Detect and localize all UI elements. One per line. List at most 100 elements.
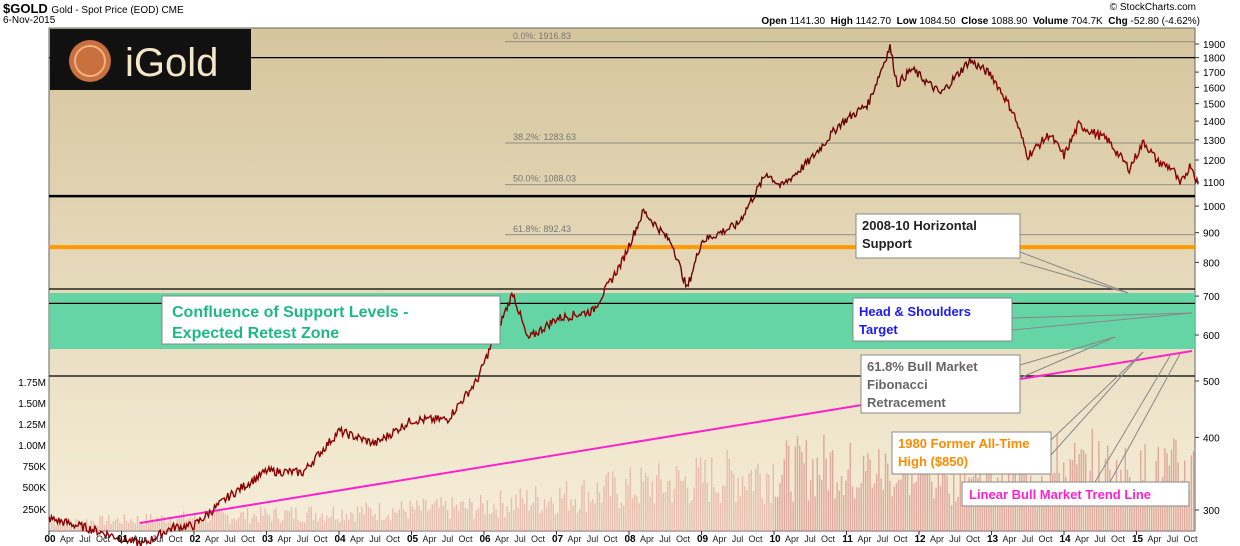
volume-bar bbox=[779, 483, 781, 531]
volume-bar bbox=[323, 521, 326, 531]
volume-bar bbox=[840, 476, 843, 531]
volume-bar bbox=[686, 487, 689, 531]
volume-bar bbox=[1010, 486, 1012, 531]
volume-bar bbox=[856, 487, 858, 531]
volume-bar bbox=[238, 517, 240, 531]
volume-bar bbox=[711, 457, 713, 531]
igold-logo: iGold bbox=[50, 29, 251, 90]
volume-bar bbox=[462, 501, 464, 531]
annotation-trend-line: Linear Bull Market Trend Line bbox=[969, 487, 1151, 502]
volume-bar bbox=[387, 514, 389, 531]
volume-bar bbox=[1043, 497, 1045, 531]
volume-bar bbox=[636, 495, 638, 531]
volume-bar bbox=[178, 515, 180, 531]
volume-bar bbox=[103, 524, 106, 531]
volume-bar bbox=[161, 515, 163, 531]
month-tick-label: Oct bbox=[1038, 534, 1053, 544]
price-tick-label: 1800 bbox=[1203, 54, 1226, 65]
month-tick-label: Jul bbox=[587, 534, 599, 544]
volume-bar bbox=[730, 469, 733, 531]
volume-bar bbox=[222, 512, 224, 531]
volume-bar bbox=[370, 508, 372, 531]
volume-bar bbox=[224, 514, 227, 531]
volume-bar bbox=[585, 512, 587, 531]
low-value: 1084.50 bbox=[919, 16, 956, 27]
volume-bar bbox=[68, 520, 70, 531]
month-tick-label: Oct bbox=[313, 534, 328, 544]
volume-bar bbox=[90, 520, 92, 531]
volume-bar bbox=[931, 481, 933, 531]
volume-bar bbox=[1047, 497, 1049, 531]
month-tick-label: Apr bbox=[1002, 534, 1016, 544]
volume-bar bbox=[506, 506, 508, 531]
month-tick-label: Jul bbox=[804, 534, 816, 544]
volume-bar bbox=[218, 510, 220, 531]
month-tick-label: Jul bbox=[877, 534, 889, 544]
volume-bar bbox=[499, 490, 502, 531]
volume-bar bbox=[165, 523, 167, 531]
volume-bar bbox=[937, 454, 939, 531]
volume-bar bbox=[99, 515, 101, 531]
volume-bar bbox=[326, 515, 328, 531]
volume-bar bbox=[453, 506, 455, 531]
volume-bar bbox=[700, 457, 702, 531]
volume-bar bbox=[282, 520, 284, 531]
volume-bar bbox=[704, 459, 706, 531]
volume-bar bbox=[1179, 488, 1181, 531]
volume-bar bbox=[803, 463, 805, 531]
volume-bar bbox=[521, 497, 524, 531]
month-tick-label: Jul bbox=[297, 534, 309, 544]
volume-bar bbox=[392, 508, 394, 531]
price-tick-label: 1700 bbox=[1203, 68, 1226, 79]
volume-bar bbox=[363, 514, 365, 531]
price-tick-label: 900 bbox=[1203, 229, 1220, 240]
volume-bar bbox=[1102, 491, 1104, 531]
volume-bar bbox=[141, 521, 143, 531]
volume-bar bbox=[488, 514, 491, 531]
volume-bar bbox=[268, 515, 271, 531]
volume-bar bbox=[781, 474, 783, 531]
volume-bar bbox=[1137, 502, 1140, 531]
volume-bar bbox=[876, 473, 878, 531]
volume-bar bbox=[1188, 489, 1190, 531]
volume-bar bbox=[592, 499, 594, 531]
volume-bar bbox=[310, 506, 312, 531]
volume-bar bbox=[902, 469, 904, 531]
volume-bar bbox=[471, 502, 473, 531]
volume-bar bbox=[198, 518, 200, 531]
volume-bar bbox=[847, 469, 849, 531]
volume-bar bbox=[1111, 495, 1113, 531]
year-tick-label: 07 bbox=[552, 534, 564, 545]
annotation-1980-high-2: High ($850) bbox=[898, 454, 968, 469]
year-tick-label: 05 bbox=[407, 534, 419, 545]
volume-bar bbox=[345, 513, 348, 531]
volume-bar bbox=[737, 477, 739, 531]
volume-bar bbox=[286, 510, 288, 531]
volume-bar bbox=[1122, 488, 1124, 531]
volume-bar bbox=[911, 442, 913, 531]
volume-bar bbox=[706, 482, 708, 531]
volume-bar bbox=[301, 521, 304, 531]
month-tick-label: Apr bbox=[495, 534, 509, 544]
month-tick-label: Jul bbox=[659, 534, 671, 544]
volume-bar bbox=[675, 466, 678, 531]
volume-bar bbox=[576, 512, 579, 531]
volume-bar bbox=[191, 518, 194, 531]
volume-bar bbox=[427, 511, 429, 531]
annotation-fibonacci-1: 61.8% Bull Market bbox=[867, 359, 978, 374]
volume-bar bbox=[473, 518, 475, 531]
volume-bar bbox=[772, 464, 774, 531]
volume-bar bbox=[546, 506, 548, 531]
volume-tick-label: 1.75M bbox=[18, 378, 46, 389]
price-tick-label: 1600 bbox=[1203, 83, 1226, 94]
month-tick-label: Jul bbox=[152, 534, 164, 544]
volume-bar bbox=[147, 522, 150, 531]
volume-bar bbox=[51, 522, 53, 531]
volume-bar bbox=[950, 505, 953, 531]
volume-bar bbox=[235, 520, 238, 531]
volume-bar bbox=[304, 522, 306, 531]
volume-bar bbox=[134, 523, 136, 531]
volume-bar bbox=[383, 520, 385, 531]
logo-text: iGold bbox=[125, 41, 218, 85]
volume-bar bbox=[689, 503, 691, 531]
